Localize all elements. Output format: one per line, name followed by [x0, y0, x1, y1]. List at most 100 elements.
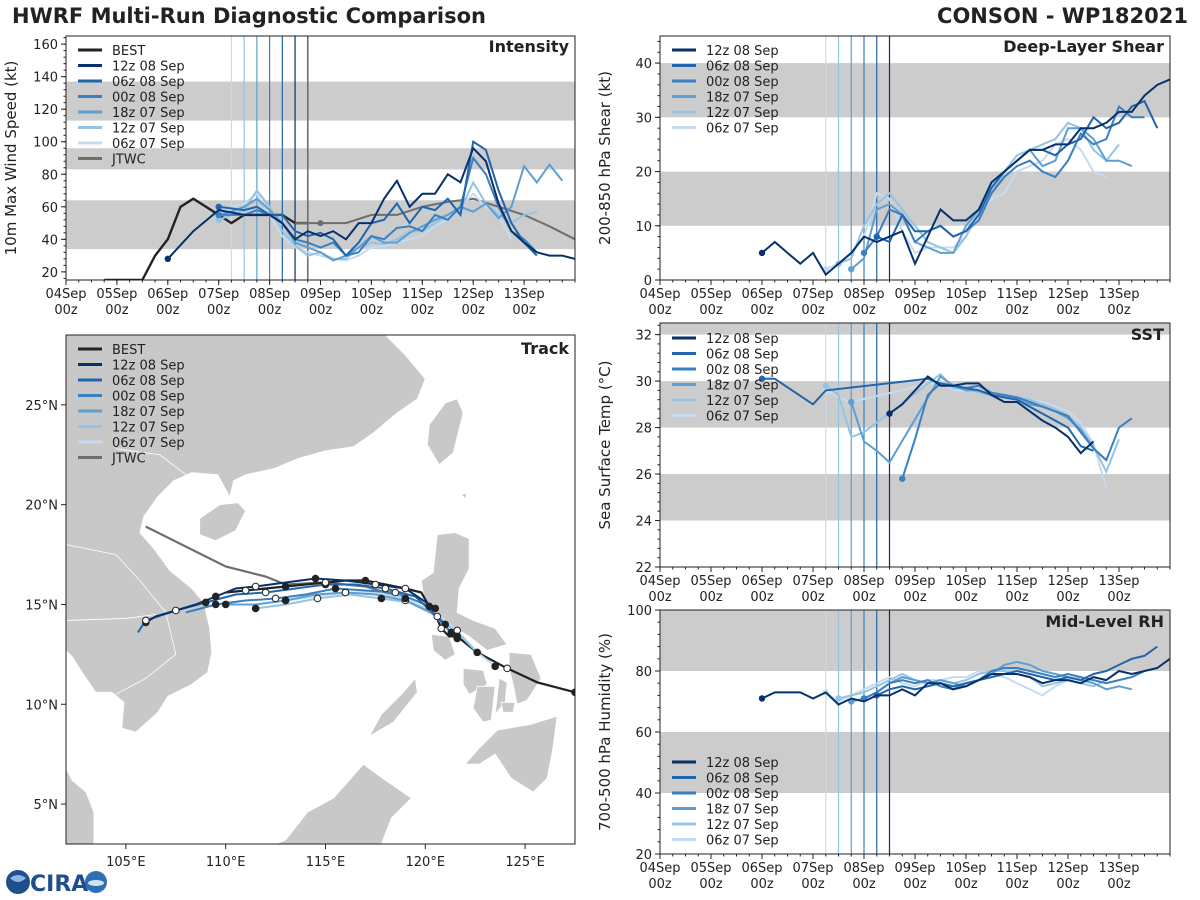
bohol-island	[500, 701, 516, 713]
intensity-start-marker-06z-08-sep	[215, 203, 222, 210]
intensity-ytick-label: 40	[41, 233, 58, 248]
intensity-start-marker-12z-07-sep	[215, 216, 222, 224]
track-xtick-label: 110°E	[206, 855, 246, 870]
rh-legend-label-06z-07-sep: 06z 07 Sep	[706, 834, 779, 849]
shear-xtick-label-day: 08Sep	[843, 287, 884, 302]
intensity-xtick-label-hour: 00z	[258, 303, 282, 318]
track-frame	[65, 334, 576, 845]
shear-ytick-label: 30	[635, 111, 652, 126]
track-marker-06z-07-sep	[401, 594, 410, 603]
rh-xtick-label-hour: 00z	[648, 877, 672, 892]
intensity-series-18z-07-sep	[218, 162, 564, 262]
sst-xtick-label-day: 06Sep	[741, 574, 782, 589]
sst-legend-label-12z-08-sep: 12z 08 Sep	[706, 332, 779, 347]
sst-xtick-label-day: 07Sep	[792, 574, 833, 589]
track-best-marker	[361, 576, 370, 585]
rh-panel-title: Mid-Level RH	[1045, 612, 1164, 631]
shear-xtick-label-day: 09Sep	[894, 287, 935, 302]
track-ytick-label: 10°N	[25, 698, 58, 713]
rh-xtick-label-day: 06Sep	[741, 861, 782, 876]
intensity-xtick-label-day: 13Sep	[504, 287, 545, 302]
rh-legend-label-12z-07-sep: 12z 07 Sep	[706, 818, 779, 833]
sst-legend-label-12z-07-sep: 12z 07 Sep	[706, 394, 779, 409]
cebu-island	[494, 677, 508, 716]
intensity-xtick-label-day: 06Sep	[147, 287, 188, 302]
border-cambodia-north	[66, 614, 156, 621]
shear-xtick-label-hour: 00z	[1056, 303, 1080, 318]
track-legend-label-best: BEST	[112, 343, 145, 358]
intensity-legend-label-00z-08-sep: 00z 08 Sep	[112, 91, 185, 106]
intensity-legend-label-jtwc: JTWC	[111, 153, 146, 168]
sst-xtick-label-hour: 00z	[1005, 590, 1029, 605]
mindanao-island	[464, 715, 558, 793]
intensity-jtwc-marker	[317, 220, 324, 227]
shear-xtick-label-day: 06Sep	[741, 287, 782, 302]
sst-ytick-label: 22	[635, 561, 652, 576]
sst-legend-label-06z-08-sep: 06z 08 Sep	[706, 348, 779, 363]
intensity-xtick-label-day: 08Sep	[249, 287, 290, 302]
intensity-jtwc-line	[295, 197, 575, 241]
sst-band-2	[660, 323, 1170, 335]
sst-xtick-label-hour: 00z	[648, 590, 672, 605]
shear-xtick-label-hour: 00z	[801, 303, 825, 318]
sst-ytick-label: 28	[635, 422, 652, 437]
track-panel-title: Track	[521, 339, 569, 358]
intensity-xtick-label-hour: 00z	[54, 303, 78, 318]
sst-panel: 22242628303204Sep00z05Sep00z06Sep00z07Se…	[596, 322, 1171, 605]
intensity-series-06z-08-sep	[218, 140, 538, 258]
shear-band-1	[660, 63, 1170, 118]
track-legend-label-18z-07-sep: 18z 07 Sep	[112, 405, 185, 420]
track-marker-00z-08-sep	[331, 584, 340, 593]
intensity-ytick-label: 80	[41, 168, 58, 183]
rh-xtick-label-day: 11Sep	[996, 861, 1037, 876]
sst-xtick-label-hour: 00z	[852, 590, 876, 605]
rh-band-1	[660, 610, 1170, 671]
shear-xtick-label-hour: 00z	[903, 303, 927, 318]
shear-xtick-label-hour: 00z	[648, 303, 672, 318]
track-ytick-label: 25°N	[25, 399, 58, 414]
intensity-start-marker-00z-08-sep	[215, 211, 222, 219]
track-marker-06z-08-sep	[381, 584, 390, 593]
sst-xtick-label-hour: 00z	[1107, 590, 1131, 605]
sst-start-marker-12z-08-sep	[886, 410, 893, 417]
sst-band-0	[660, 474, 1170, 521]
intensity-ytick-label: 120	[33, 103, 58, 118]
track-marker-00z-08-sep	[391, 588, 400, 597]
intensity-xtick-label-hour: 00z	[512, 303, 536, 318]
intensity-xtick-label-day: 10Sep	[351, 287, 392, 302]
sst-start-marker-00z-08-sep	[899, 475, 906, 482]
intensity-xtick-label-hour: 00z	[309, 303, 333, 318]
intensity-legend-label-18z-07-sep: 18z 07 Sep	[112, 106, 185, 121]
shear-ytick-label: 10	[635, 220, 652, 235]
shear-plot-area	[660, 36, 1170, 280]
sst-series-06z-08-sep	[762, 377, 1094, 452]
sst-ytick-label: 24	[635, 515, 652, 530]
samar-leyte-island	[508, 651, 542, 705]
hainan-island	[199, 502, 247, 542]
track-ytick-label: 20°N	[25, 499, 58, 514]
rh-legend-label-00z-08-sep: 00z 08 Sep	[706, 787, 779, 802]
sst-xtick-label-hour: 00z	[801, 590, 825, 605]
track-marker-00z-08-sep	[211, 600, 220, 609]
intensity-panel-title: Intensity	[489, 37, 570, 56]
track-marker-06z-07-sep	[281, 596, 290, 605]
track-ytick-label: 15°N	[25, 598, 58, 613]
intensity-xtick-label-day: 07Sep	[198, 287, 239, 302]
sst-start-marker-18z-07-sep	[848, 398, 855, 406]
track-best-marker	[425, 602, 434, 611]
rh-plot-area	[660, 610, 1170, 854]
rh-start-marker-12z-08-sep	[758, 695, 766, 702]
negros-island	[472, 685, 496, 723]
track-marker-18z-07-sep	[221, 600, 230, 609]
borneo-island	[225, 763, 412, 844]
track-xtick-label: 105°E	[106, 855, 146, 870]
rh-xtick-label-day: 12Sep	[1047, 861, 1088, 876]
sst-ytick-label: 26	[635, 468, 652, 483]
shear-series-00z-08-sep	[863, 104, 1145, 254]
shear-start-marker-12z-08-sep	[758, 249, 766, 257]
shear-legend-label-06z-07-sep: 06z 07 Sep	[706, 122, 779, 137]
intensity-xtick-label-hour: 00z	[156, 303, 180, 318]
shear-series-12z-08-sep	[761, 78, 1170, 277]
track-marker-12z-08-sep	[311, 574, 320, 583]
intensity-legend-label-06z-07-sep: 06z 07 Sep	[112, 137, 185, 152]
